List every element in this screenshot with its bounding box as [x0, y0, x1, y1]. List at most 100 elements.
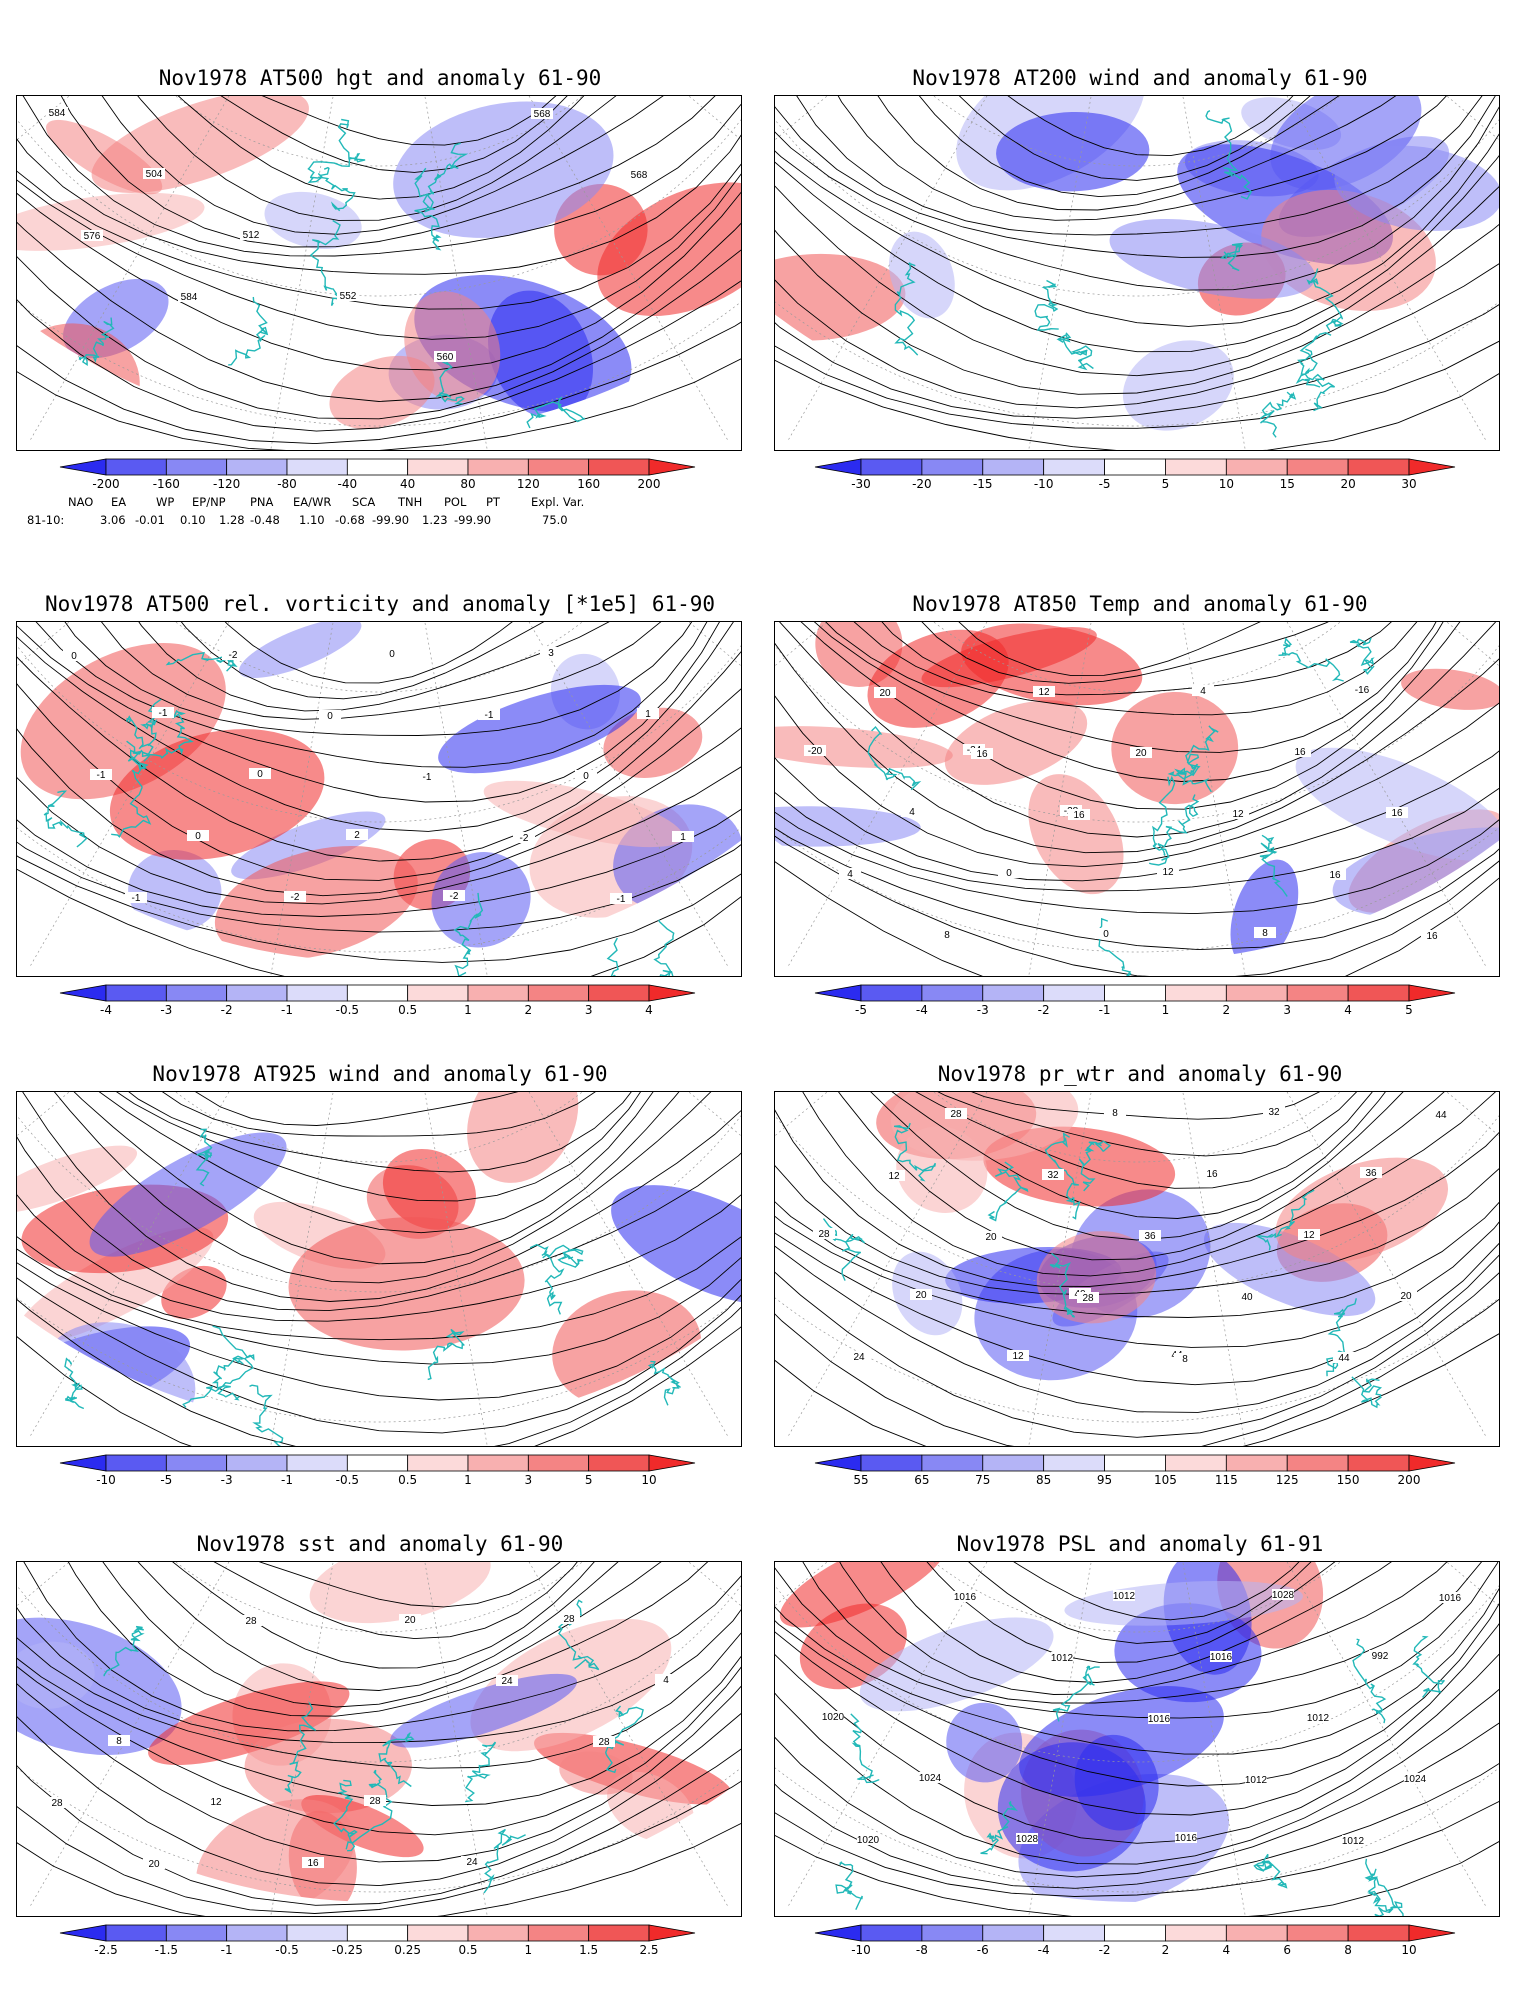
contour-label: -2: [229, 650, 238, 661]
anomaly-area: [775, 806, 921, 847]
contour-label: -2: [450, 891, 459, 902]
panel-at850-temp: Nov1978 AT850 Temp and anomaly 61-90 -2 4…: [760, 560, 1520, 1040]
colorbar-swatch: [982, 1454, 1045, 1472]
colorbar-tick-label: 65: [914, 1473, 930, 1487]
colorbar-left-arrow: [59, 1454, 107, 1472]
contour-label-bg: [874, 687, 896, 698]
panel-title: Nov1978 AT850 Temp and anomaly 61-90: [912, 592, 1368, 616]
contour-label: 28: [818, 1229, 830, 1240]
colorbar-swatch: [982, 1924, 1045, 1942]
contour-label: 1028: [1272, 1590, 1295, 1601]
hemisphere-mask: [17, 96, 741, 450]
colorbar-tick-label: -6: [976, 1943, 989, 1957]
colorbar-left-arrow: [59, 458, 107, 476]
contour-label-bg: [1033, 686, 1055, 697]
colorbar-svg: [59, 1924, 696, 1942]
contour-label: 0: [71, 651, 77, 662]
anomaly-area: [1036, 1231, 1157, 1324]
map-canvas: 28 24 28 4 8 12 16 20 24 28 28 20 28: [17, 1562, 741, 1916]
contour-label: 28: [51, 1798, 63, 1809]
colorbar: -2.5 -1.5 -1 -0.5 -0.25 0.25 0.5 1 1.5 2.5: [59, 1924, 696, 1965]
colorbar-right-arrow: [1408, 984, 1456, 1002]
anomaly-area: [1203, 1222, 1376, 1317]
map-canvas: [775, 96, 1499, 450]
contour-label: -1: [97, 770, 106, 781]
coastlines: [103, 1599, 644, 1894]
contour-label: 1012: [1051, 1653, 1074, 1664]
contour-label: 16: [976, 749, 988, 760]
colorbar-swatch: [921, 1924, 984, 1942]
index-header: PNA: [250, 495, 274, 509]
colorbar-swatch: [407, 1924, 469, 1942]
contour-label: 16: [1391, 808, 1403, 819]
contour-label-bg: [1077, 1292, 1099, 1303]
anomaly-area: [1111, 691, 1239, 805]
colorbar-swatch: [860, 458, 923, 476]
colorbar-swatch: [467, 984, 529, 1002]
contour-label-bg: [848, 1351, 870, 1362]
colorbar-svg: [814, 1924, 1456, 1942]
contour-label: 1: [645, 709, 651, 720]
colorbar: -10 -8 -6 -4 -2 2 4 6 8 10: [814, 1924, 1456, 1965]
contour-label-bg: [655, 1674, 677, 1685]
index-value: 3.06: [100, 513, 126, 527]
colorbar-svg: [59, 984, 696, 1002]
map-plot: 1016 1028 992 1020 1024 1028 1012 1016 1012 1024 1…: [774, 1561, 1500, 1917]
colorbar-swatch: [982, 984, 1045, 1002]
colorbar-swatch: [1104, 1454, 1166, 1472]
colorbar-swatch: [407, 984, 469, 1002]
contour-label: 584: [49, 108, 66, 119]
colorbar-svg: [59, 458, 696, 476]
map-canvas: 1016 1028 992 1020 1024 1028 1012 1016 1012 1024 1…: [775, 1562, 1499, 1916]
index-value: 1.23: [422, 513, 448, 527]
colorbar-swatch: [1347, 1454, 1410, 1472]
contour-label-bg: [575, 770, 597, 781]
contour-label: 28: [598, 1737, 610, 1748]
contour-label: 12: [1232, 809, 1244, 820]
contour-label: 8: [1182, 1354, 1188, 1365]
index-header: POL: [444, 495, 467, 509]
contour-label-bg: [1042, 1169, 1064, 1180]
contour-label-bg: [1227, 808, 1249, 819]
contour-label: 16: [1329, 870, 1341, 881]
coastlines: [43, 651, 675, 976]
panel-at200-wind: Nov1978 AT200 wind and anomaly 61-90 -30…: [760, 0, 1520, 491]
colorbar-swatch: [286, 1454, 348, 1472]
map-canvas: -24-28128-16-204004161648122012161620161…: [775, 622, 1499, 976]
contour-label: -2: [520, 833, 529, 844]
contour-label: 1012: [1113, 1591, 1136, 1602]
hemisphere-mask: [17, 1562, 741, 1916]
colorbar-swatch: [1165, 458, 1227, 476]
graticule: [775, 96, 1499, 450]
colorbar-tick-label: -15: [972, 477, 993, 491]
coastlines: [894, 110, 1344, 438]
contour-label-bg: [416, 771, 438, 782]
colorbar-tick-label: 55: [853, 1473, 869, 1487]
anomaly-area: [775, 726, 953, 769]
contour-label: 504: [146, 169, 163, 180]
contour-label-bg: [46, 1797, 68, 1808]
contour-label-bg: [1095, 928, 1117, 939]
contour-label-bg: [1421, 930, 1443, 941]
colorbar-tick-label: -3: [976, 1003, 989, 1017]
colorbar-swatch: [346, 458, 409, 476]
colorbar-swatch: [921, 458, 984, 476]
contour-label-bg: [496, 1675, 518, 1686]
colorbar: -5 -4 -3 -2 -1 1 2 3 4 5: [814, 984, 1456, 1025]
anomaly-shading: [17, 1092, 741, 1438]
colorbar-tick-label: 2.5: [639, 1943, 659, 1957]
colorbar-swatch: [346, 1924, 409, 1942]
map-plot: -24-28128-16-204004161648122012161620161…: [774, 621, 1500, 977]
colorbar-tick-label: 105: [1153, 1473, 1177, 1487]
contour-label: 8: [1112, 1108, 1118, 1119]
colorbar-tick-label: -5: [855, 1003, 867, 1017]
contour-label-bg: [1148, 1713, 1170, 1724]
graticule: [17, 1092, 741, 1446]
contour-label: 28: [563, 1614, 575, 1625]
colorbar-tick-label: -1.5: [154, 1943, 179, 1957]
colorbar-tick-label: -0.25: [331, 1943, 363, 1957]
contour-label: 12: [1162, 867, 1174, 878]
colorbar-tick-label: -3: [160, 1003, 173, 1017]
colorbar-tick-label: 1.5: [579, 1943, 599, 1957]
colorbar-tick-label: 1: [524, 1943, 533, 1957]
